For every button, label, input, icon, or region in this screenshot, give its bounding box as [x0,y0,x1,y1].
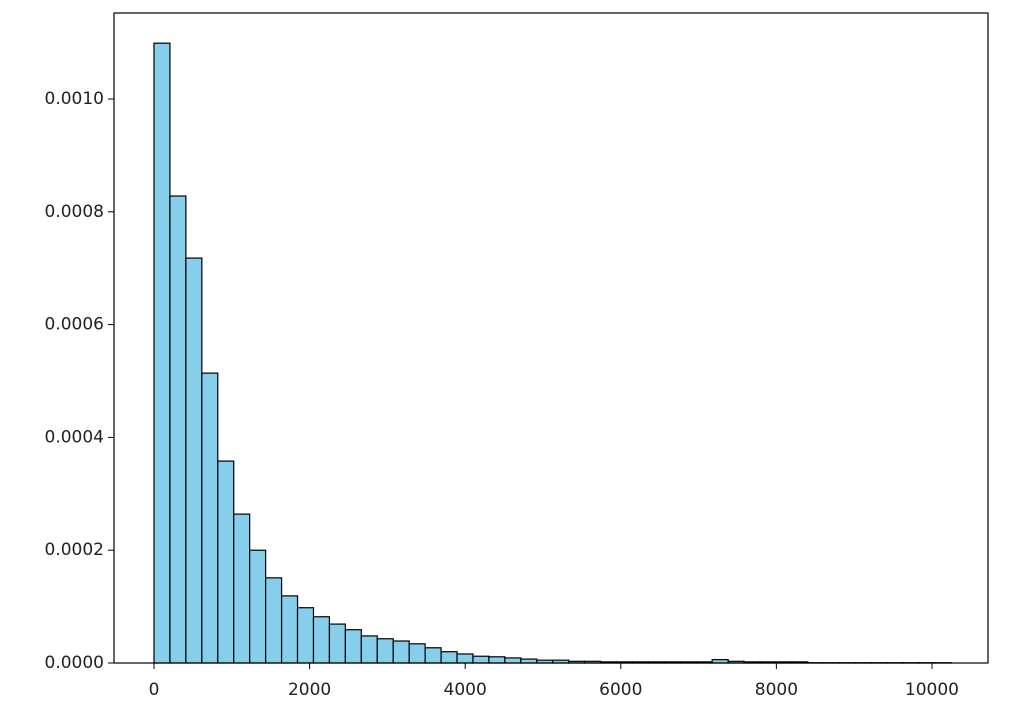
y-tick-label: 0.0008 [45,202,104,222]
bar [440,651,458,664]
y-tick-label: 0.0006 [45,315,104,335]
bar [233,513,251,664]
bar [424,647,442,664]
bar [392,640,410,664]
bar [265,577,283,664]
bar [201,372,219,664]
x-tick-label: 4000 [444,680,487,700]
bar [472,655,490,664]
plot-area [153,42,953,664]
axes-frame [113,12,989,664]
bar [249,549,267,664]
bar [344,629,362,664]
bar [280,595,299,664]
bar [408,643,426,664]
bar [504,657,522,664]
x-tick-label: 0 [149,680,160,700]
bar [153,42,171,664]
y-tick-label: 0.0002 [45,540,104,560]
x-tick-label: 6000 [599,680,642,700]
x-tick-label: 8000 [755,680,798,700]
bar [185,257,203,664]
y-tick-label: 0.0010 [45,89,104,109]
bar [169,195,187,664]
bar [296,607,315,664]
bar [328,623,346,664]
bar [488,656,506,664]
y-tick-label: 0.0004 [45,427,104,447]
y-tick-label: 0.0000 [45,653,104,673]
bar [312,616,331,664]
bar [456,653,474,664]
bar [217,460,235,664]
x-tick-label: 2000 [288,680,331,700]
bar [360,635,378,664]
bar [376,638,394,664]
x-tick-label: 10000 [905,680,959,700]
